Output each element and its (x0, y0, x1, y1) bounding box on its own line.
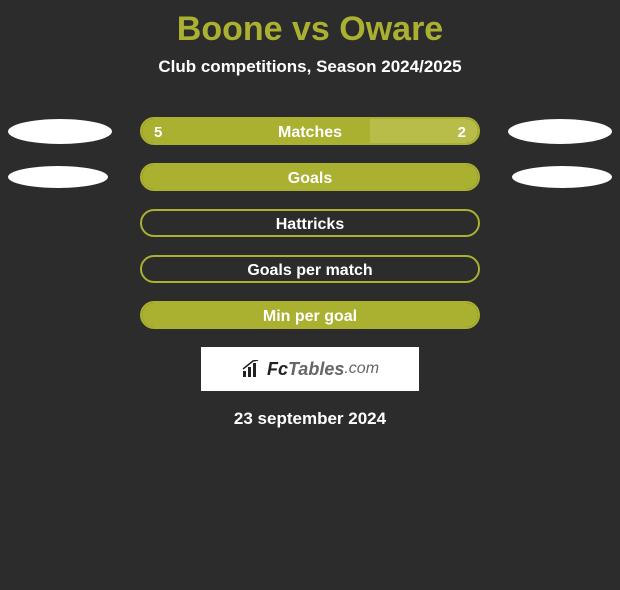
comparison-row: Goals (0, 163, 620, 191)
bar-left-fill (142, 119, 370, 143)
left-ellipse (8, 166, 108, 188)
footer-dotcom: .com (344, 360, 379, 378)
bar-label: Goals per match (142, 257, 478, 283)
subtitle: Club competitions, Season 2024/2025 (0, 57, 620, 77)
fctables-logo: FcTables.com (241, 359, 379, 380)
bar-label: Hattricks (142, 211, 478, 237)
comparison-row: 52Matches (0, 117, 620, 145)
page-title: Boone vs Oware (0, 10, 620, 49)
date-label: 23 september 2024 (0, 409, 620, 429)
comparison-row: Hattricks (0, 209, 620, 237)
right-ellipse (512, 166, 612, 188)
bar-area: 52Matches (140, 117, 480, 145)
left-ellipse (8, 119, 112, 144)
footer-tables: Tables (288, 359, 344, 380)
footer-attribution: FcTables.com (201, 347, 419, 391)
bars-icon (241, 360, 263, 378)
comparison-rows: 52MatchesGoalsHattricksGoals per matchMi… (0, 117, 620, 329)
comparison-row: Min per goal (0, 301, 620, 329)
bar-value-right: 2 (458, 119, 466, 145)
bar-area: Goals per match (140, 255, 480, 283)
bar-area: Goals (140, 163, 480, 191)
comparison-row: Goals per match (0, 255, 620, 283)
footer-fc: Fc (267, 359, 288, 380)
bar-area: Hattricks (140, 209, 480, 237)
bar-left-fill (142, 165, 478, 189)
right-ellipse (508, 119, 612, 144)
bar-left-fill (142, 303, 478, 327)
bar-value-left: 5 (154, 119, 162, 145)
bar-area: Min per goal (140, 301, 480, 329)
